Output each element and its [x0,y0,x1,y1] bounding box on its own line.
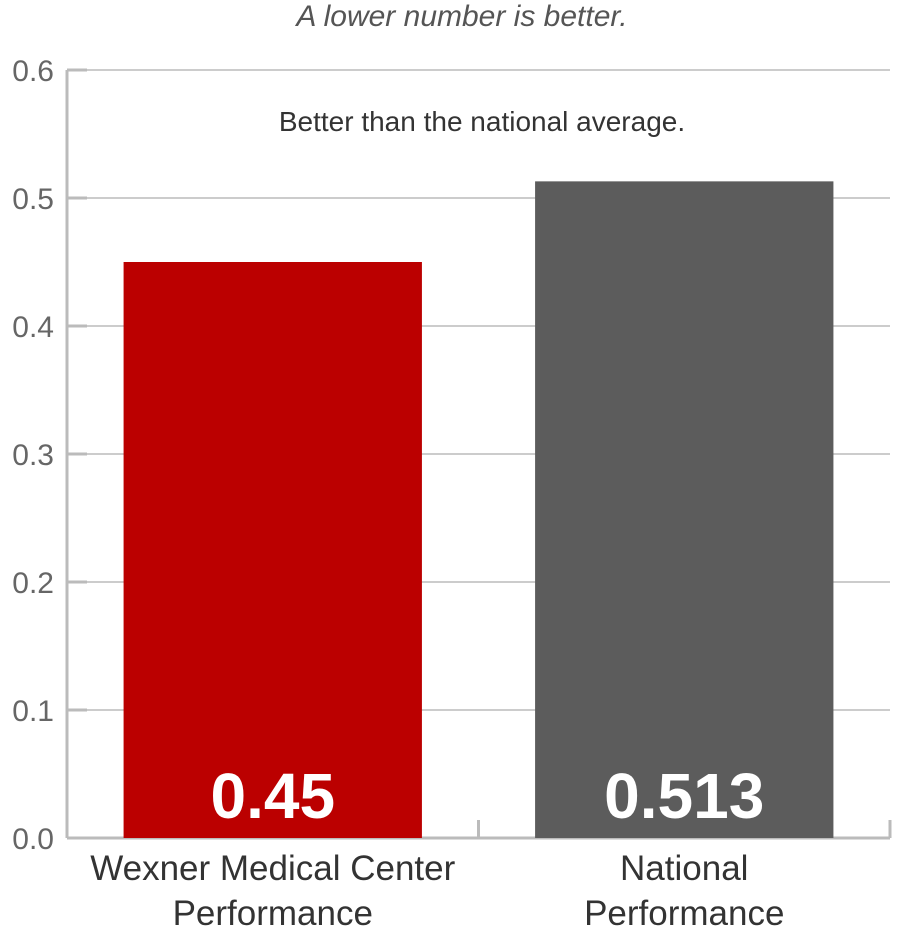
value-labels: 0.45 0.513 [210,760,764,832]
x-category-label: National Performance [584,849,784,928]
x-category-label-line: Performance [173,894,373,928]
y-tick-label: 0.0 [12,823,54,856]
x-category-label-line: Wexner Medical Center [90,849,455,888]
x-category-label: Wexner Medical Center Performance [90,849,455,928]
y-tick-label: 0.5 [12,183,54,216]
bar [535,181,834,839]
bar-value-label: 0.45 [210,760,335,832]
y-tick-label: 0.1 [12,695,54,728]
y-tick-label: 0.4 [12,311,54,344]
y-tick-label: 0.6 [12,55,54,88]
chart-annotation: Better than the national average. [279,106,685,137]
y-tick-label: 0.3 [12,439,54,472]
x-category-label-line: National [620,849,748,888]
bars [123,181,834,839]
x-category-label-line: Performance [584,894,784,928]
bar-value-label: 0.513 [604,760,764,832]
category-labels: Wexner Medical Center PerformanceNational… [90,849,784,928]
chart-subtitle: A lower number is better. [294,0,627,33]
y-tick-label: 0.2 [12,567,54,600]
bar [123,262,422,838]
y-tick-labels: 0.0 0.1 0.2 0.3 0.4 0.5 0.6 [12,55,54,856]
